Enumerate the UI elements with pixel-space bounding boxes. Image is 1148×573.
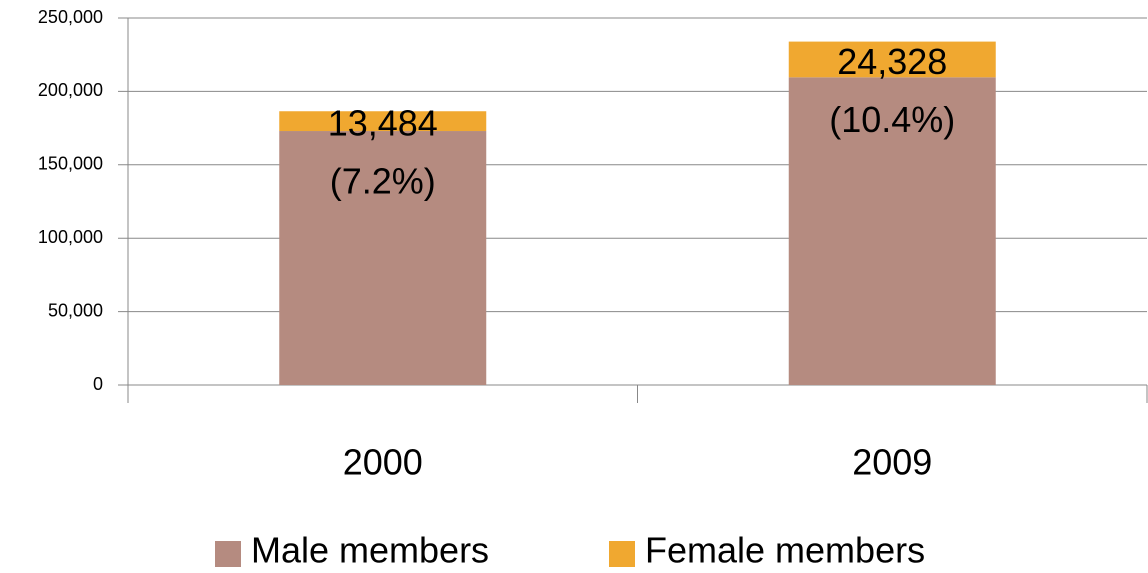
legend-swatch [609, 541, 635, 567]
x-tick-label: 2000 [343, 442, 423, 483]
y-tick-label: 50,000 [48, 300, 103, 320]
bar-segment [279, 111, 487, 132]
y-tick-label: 250,000 [38, 7, 103, 27]
bar-segment [788, 77, 996, 386]
y-tick-label: 150,000 [38, 154, 103, 174]
data-label: (10.4%) [829, 99, 955, 140]
bar-segment [279, 131, 487, 385]
data-label: (7.2%) [330, 161, 436, 202]
y-tick-label: 100,000 [38, 227, 103, 247]
data-label: 24,328 [837, 41, 947, 82]
y-tick-label: 200,000 [38, 80, 103, 100]
y-tick-label: 0 [93, 374, 103, 394]
data-label: 13,484 [328, 103, 438, 144]
legend-label: Female members [645, 530, 925, 571]
legend-label: Male members [251, 530, 489, 571]
x-tick-label: 2009 [852, 442, 932, 483]
legend-swatch [215, 541, 241, 567]
bar-segment [788, 41, 996, 78]
